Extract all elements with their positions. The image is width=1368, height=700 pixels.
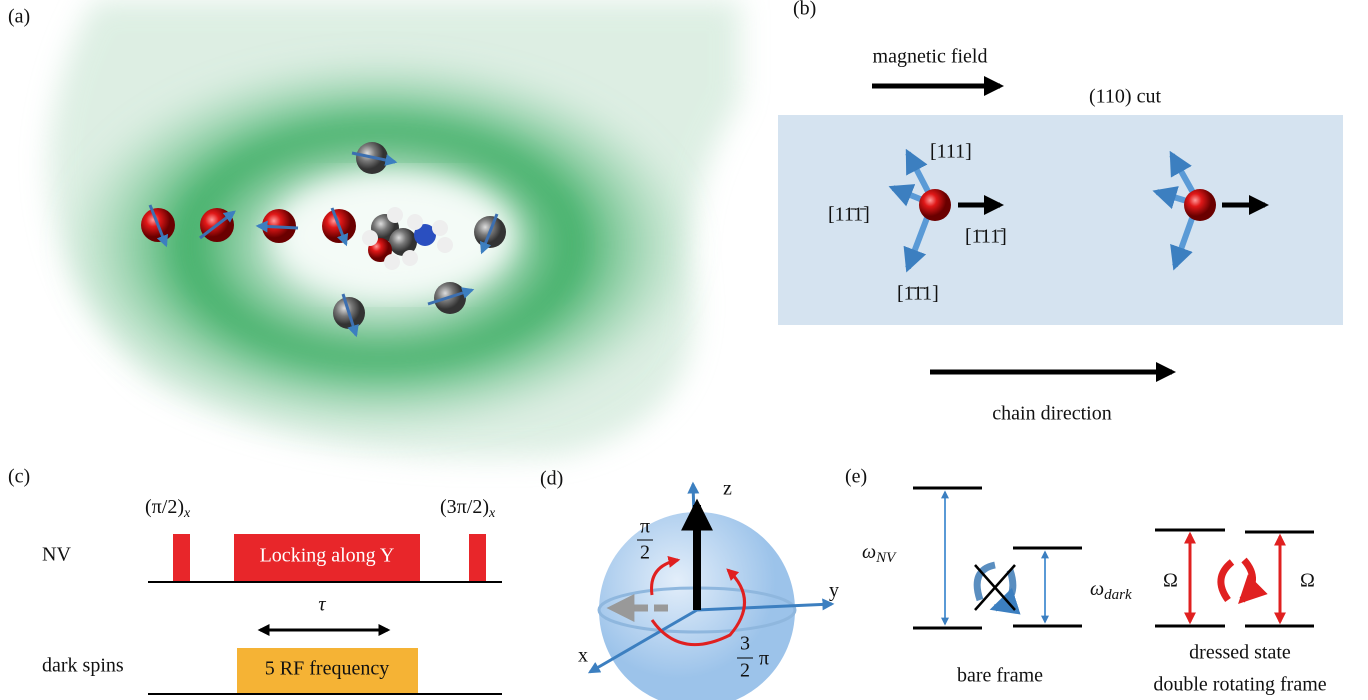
- nv-label: NV: [42, 544, 71, 566]
- rabi-label: Ω: [1300, 570, 1315, 592]
- panel-a: (a): [8, 0, 740, 458]
- panel-label: (a): [8, 6, 30, 28]
- panel-label: (d): [540, 468, 563, 490]
- exchange-icon: [1221, 557, 1253, 600]
- rotation-arc: [650, 568, 746, 647]
- omega-base: ω: [862, 541, 876, 563]
- direction-label: [111]: [930, 141, 972, 163]
- tau-label: τ: [318, 594, 326, 616]
- dressed-label: double rotating frame: [1153, 674, 1326, 696]
- pulse-label: (π/2)x: [145, 496, 191, 522]
- angle-num: π: [640, 516, 650, 538]
- field-label: magnetic field: [873, 46, 988, 68]
- pulse-sub: x: [183, 506, 191, 521]
- panel-b: (b) magnetic field (110) cut [111] [11̄1…: [778, 0, 1343, 425]
- omega-base: ω: [1090, 578, 1104, 600]
- angle-num: 3: [740, 633, 750, 655]
- omega-sub: dark: [1104, 587, 1132, 603]
- direction-label: [1̄1̄1]: [897, 283, 939, 305]
- angle-den: 2: [740, 660, 750, 682]
- nv-center: [919, 189, 951, 221]
- omega-nv: ωNV: [862, 541, 897, 567]
- pulse: [173, 534, 190, 582]
- axis-label: z: [723, 478, 732, 500]
- panel-d: (d) z y x π 2 3 2 π: [540, 468, 839, 700]
- panel-label: (c): [8, 466, 30, 488]
- pulse-sub: x: [488, 506, 496, 521]
- spins: [141, 142, 506, 338]
- blocked-mark: [974, 564, 1016, 611]
- energy-levels: [913, 486, 1314, 630]
- pulse-base: (3π/2): [440, 496, 489, 518]
- panel-e: (e) ωNV ωdark bare frame Ω Ω dressed sta…: [845, 466, 1327, 696]
- molecule: [362, 207, 453, 270]
- rotation-arc: [650, 556, 681, 596]
- panel-label: (b): [793, 0, 816, 20]
- rabi-label: Ω: [1163, 570, 1178, 592]
- rf-pulse: [237, 648, 418, 694]
- direction-label: [11̄1̄]: [828, 204, 870, 226]
- cut-label: (110) cut: [1089, 86, 1161, 108]
- crystal-slab: [778, 115, 1343, 325]
- omega-dark: ωdark: [1090, 578, 1132, 604]
- omega-sub: NV: [875, 550, 897, 566]
- pulse: [469, 534, 486, 582]
- exchange-icon: [977, 561, 1013, 608]
- angle-suffix: π: [759, 648, 769, 670]
- rf-label: 5 RF frequency: [265, 658, 389, 680]
- pulse-label: (3π/2)x: [440, 496, 496, 522]
- locking-label: Locking along Y: [260, 545, 395, 567]
- axis-label: y: [829, 580, 839, 602]
- panel-c: (c) (π/2)x (3π/2)x NV Locking along Y τ …: [8, 466, 502, 695]
- dressed-label: dressed state: [1189, 642, 1291, 664]
- angle-den: 2: [640, 542, 650, 564]
- axis-label: x: [578, 645, 588, 667]
- dark-label: dark spins: [42, 655, 124, 677]
- direction-label: [1̄11̄]: [965, 226, 1007, 248]
- nv-center: [1184, 189, 1216, 221]
- panel-label: (e): [845, 466, 867, 488]
- pulse-base: (π/2): [145, 496, 184, 518]
- chain-label: chain direction: [992, 403, 1111, 425]
- bare-label: bare frame: [957, 665, 1043, 687]
- locking-pulse: [234, 534, 420, 582]
